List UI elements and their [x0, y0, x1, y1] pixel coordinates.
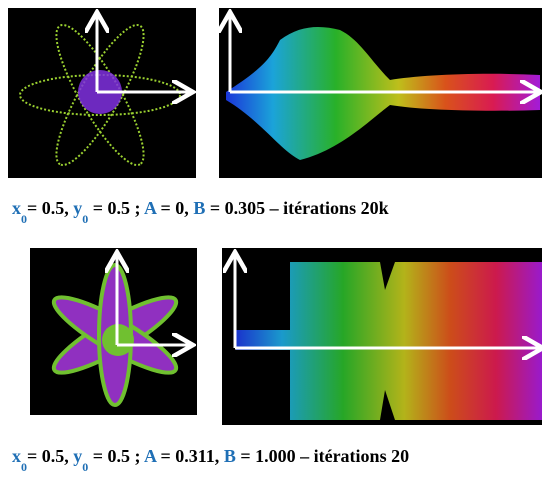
caption-text: = 0.5, — [27, 198, 73, 218]
caption-text: B — [224, 446, 236, 466]
caption-text: = 0.5 ; — [88, 446, 144, 466]
page: x0= 0.5, y0 = 0.5 ; A = 0, B = 0.305 – i… — [0, 0, 542, 478]
caption: x0= 0.5, y0 = 0.5 ; A = 0.311, B = 1.000… — [12, 446, 409, 475]
figure-1-left — [8, 8, 196, 178]
caption-text: B — [193, 198, 205, 218]
figure-2-right — [222, 248, 542, 425]
caption-text: A — [144, 198, 156, 218]
caption-text: = 0.305 – itérations 20k — [205, 198, 388, 218]
caption-text: A — [144, 446, 156, 466]
figure-2-left — [30, 248, 197, 415]
caption-text: y — [73, 198, 82, 218]
caption-text: = 0.311, — [156, 446, 224, 466]
caption-text: = 0.5 ; — [88, 198, 144, 218]
caption-text: = 0, — [156, 198, 193, 218]
caption-text: y — [73, 446, 82, 466]
caption-text: = 1.000 – itérations 20 — [236, 446, 409, 466]
figure-1-right — [219, 8, 542, 178]
caption-text: x — [12, 446, 21, 466]
caption: x0= 0.5, y0 = 0.5 ; A = 0, B = 0.305 – i… — [12, 198, 389, 227]
caption-text: = 0.5, — [27, 446, 73, 466]
caption-text: x — [12, 198, 21, 218]
